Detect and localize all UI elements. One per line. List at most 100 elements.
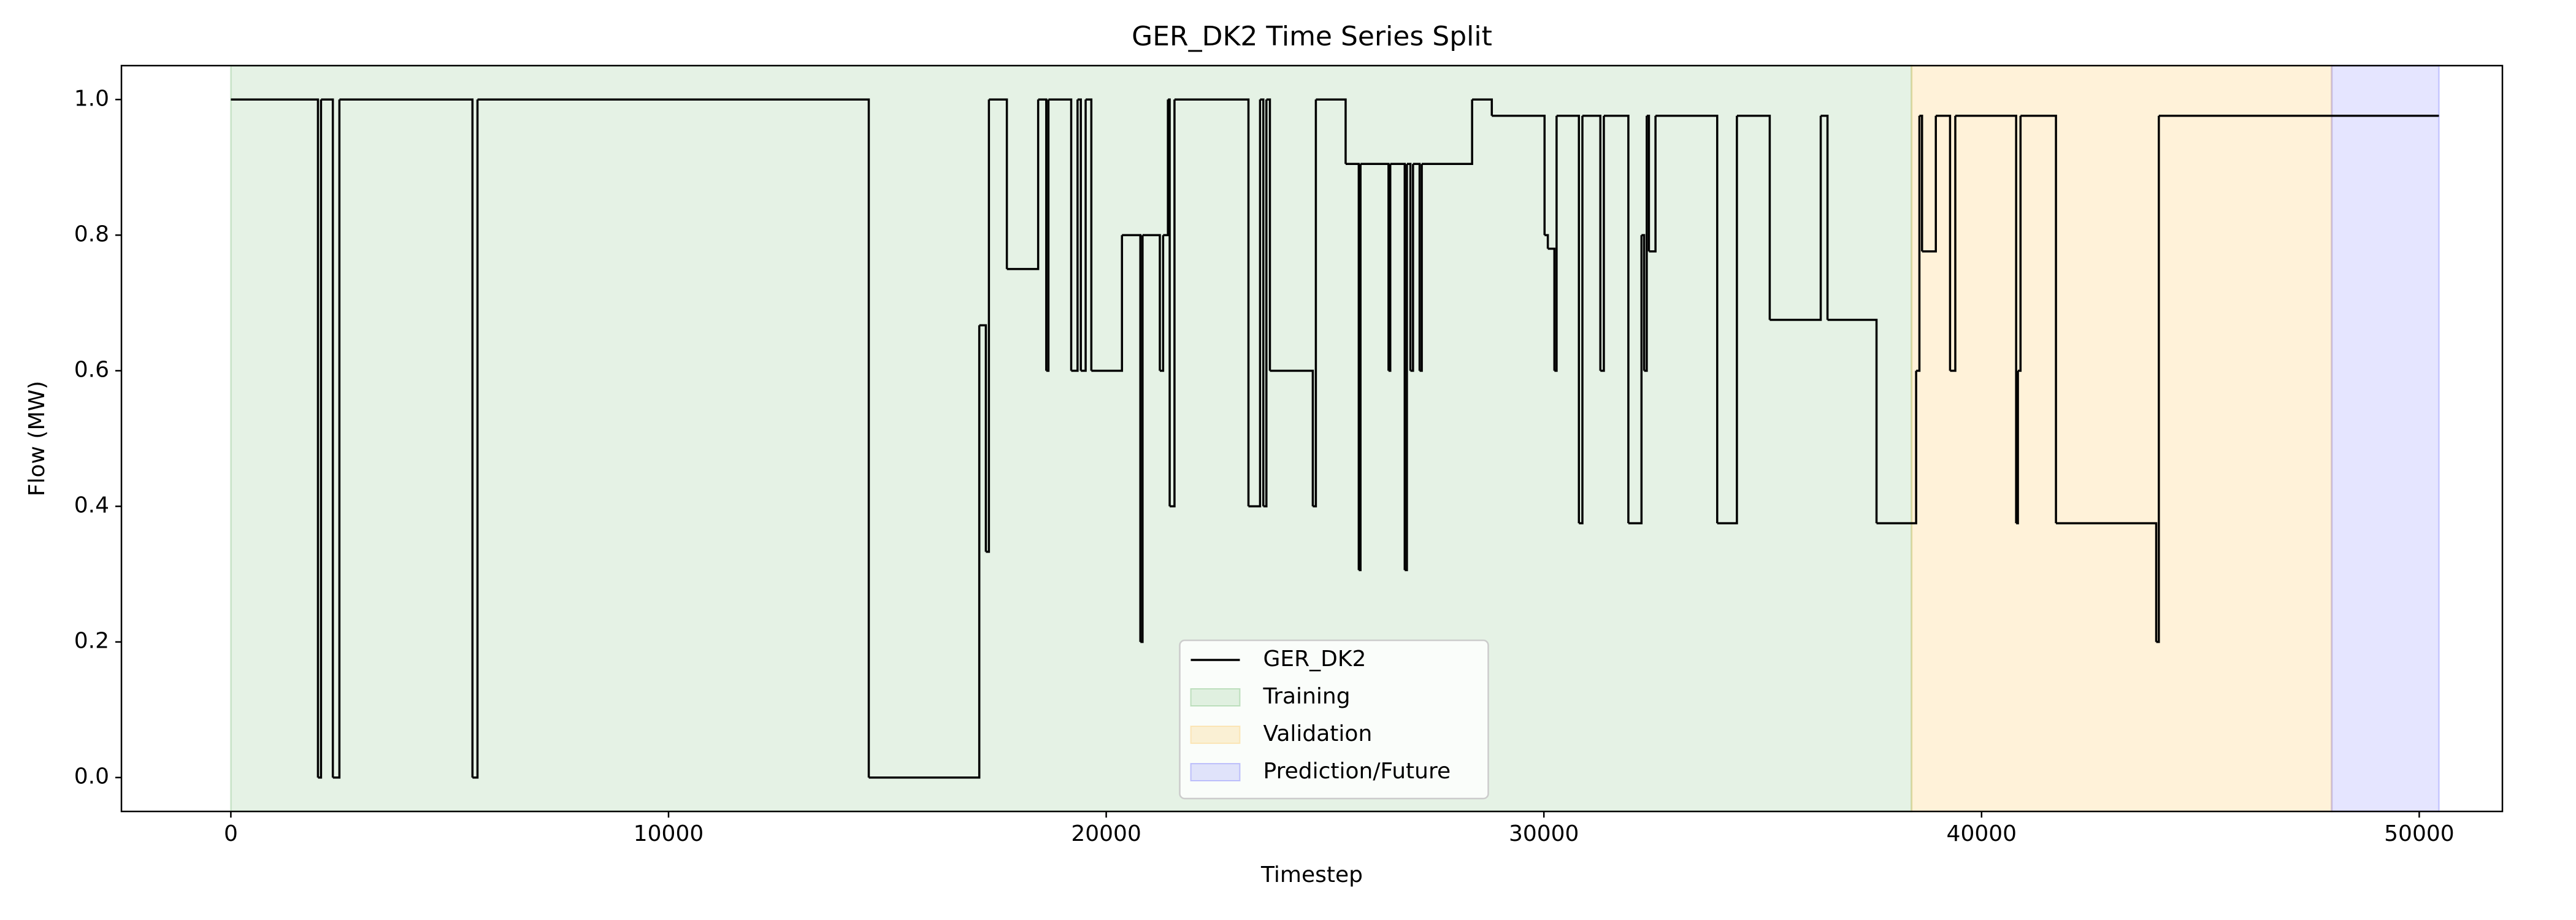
line-step xyxy=(1955,115,2017,524)
line-step xyxy=(1260,98,1265,507)
line-step xyxy=(1086,98,1093,371)
line-step xyxy=(231,98,320,778)
line-step xyxy=(1582,115,1602,371)
x-tick-label: 10000 xyxy=(634,821,704,846)
line-step xyxy=(1345,163,1360,570)
line-step xyxy=(2156,115,2160,643)
line-step xyxy=(2056,522,2158,642)
line-step xyxy=(1579,115,1584,524)
legend-label: GER_DK2 xyxy=(1263,646,1367,672)
line-step xyxy=(1717,115,1738,524)
line-step xyxy=(1649,115,1657,253)
legend-box xyxy=(1179,639,1489,800)
y-axis-label: Flow (MW) xyxy=(25,381,50,496)
legend-label: Prediction/Future xyxy=(1263,759,1451,784)
line-step xyxy=(1388,164,1392,372)
line-step xyxy=(1655,115,1719,524)
line-step xyxy=(989,98,1008,269)
line-step xyxy=(1174,98,1250,507)
x-tick-label: 50000 xyxy=(2384,821,2455,846)
line-step xyxy=(1936,115,1952,371)
line-step xyxy=(2016,370,2019,524)
line-step xyxy=(1406,163,1412,371)
x-tick-label: 30000 xyxy=(1509,821,1579,846)
line-step xyxy=(1360,163,1390,371)
line-step xyxy=(1046,99,1050,372)
line-step xyxy=(1142,234,1161,371)
line-step xyxy=(1266,98,1271,371)
y-tick-label: 0.8 xyxy=(74,221,109,247)
line-step xyxy=(1419,164,1423,372)
line-step xyxy=(1603,115,1630,524)
line-step xyxy=(1628,235,1643,524)
line-step xyxy=(1876,370,1917,524)
line-step xyxy=(1922,115,1937,253)
line-step xyxy=(1248,99,1262,508)
line-step xyxy=(1077,98,1082,371)
line-step xyxy=(1359,164,1362,572)
line-step xyxy=(1316,98,1347,164)
line-step xyxy=(1081,99,1087,372)
line-step xyxy=(986,99,991,553)
line-step xyxy=(321,98,334,778)
line-step xyxy=(1048,98,1073,371)
line-step xyxy=(1916,115,1921,372)
line-step xyxy=(868,325,981,779)
x-tick-label: 40000 xyxy=(1947,821,2017,846)
chart-title: GER_DK2 Time Series Split xyxy=(1132,21,1492,52)
y-tick-label: 0.4 xyxy=(74,493,109,518)
region xyxy=(2331,64,2440,813)
line-step xyxy=(1390,163,1406,570)
line-step xyxy=(1646,115,1650,251)
line-step xyxy=(1071,99,1079,372)
line-step xyxy=(1472,98,1493,116)
line-step xyxy=(1263,99,1268,508)
line-step xyxy=(1600,115,1605,372)
line-step xyxy=(1492,115,1546,236)
y-tick-label: 0.6 xyxy=(74,357,109,382)
y-tick-label: 0.0 xyxy=(74,764,109,789)
line-step xyxy=(1950,115,1957,372)
line-step xyxy=(1038,98,1048,371)
x-tick-label: 0 xyxy=(224,821,238,846)
line-step xyxy=(1160,235,1165,372)
line-step xyxy=(1140,235,1144,643)
y-tick-label: 0.2 xyxy=(74,629,109,654)
line-step xyxy=(332,99,341,779)
line-step xyxy=(2020,115,2057,524)
line-step xyxy=(1547,247,1556,371)
line-step xyxy=(1736,115,1771,320)
line-step xyxy=(1413,163,1421,371)
line-step xyxy=(477,98,870,778)
line-step xyxy=(1170,99,1176,508)
line-step xyxy=(1163,99,1169,237)
line-step xyxy=(1544,234,1549,249)
y-tick-label: 1.0 xyxy=(74,86,109,111)
line-step xyxy=(1422,99,1473,166)
line-step xyxy=(1644,115,1648,372)
line-step xyxy=(1641,234,1646,371)
line-step xyxy=(1006,99,1040,270)
line-step xyxy=(1270,369,1314,507)
line-step xyxy=(1168,98,1171,507)
line-step xyxy=(1769,115,1822,321)
line-step xyxy=(472,99,479,779)
line-step xyxy=(1554,115,1558,372)
legend-swatch xyxy=(1190,688,1241,707)
legend-label: Training xyxy=(1263,684,1351,709)
line-step xyxy=(1556,115,1581,524)
line-step xyxy=(1820,115,1829,320)
line-step xyxy=(1919,115,1923,251)
line-step xyxy=(1405,164,1408,572)
line-step xyxy=(1122,234,1142,642)
line-step xyxy=(1091,235,1124,372)
line-step xyxy=(339,98,474,778)
legend-swatch xyxy=(1190,726,1241,744)
x-axis-label: Timestep xyxy=(1260,862,1363,887)
line-step xyxy=(318,99,323,779)
line-step xyxy=(979,324,987,552)
line-step xyxy=(2018,115,2022,372)
plot-frame xyxy=(120,64,2504,813)
line-step xyxy=(1827,318,1878,524)
